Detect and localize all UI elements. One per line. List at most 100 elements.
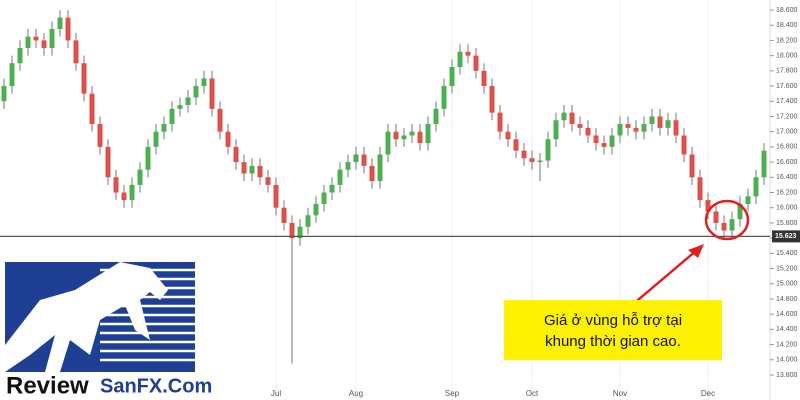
candle-body xyxy=(353,154,359,163)
candle-body xyxy=(185,97,191,106)
candle-body xyxy=(689,154,695,178)
y-tick-label: 17.400 xyxy=(776,98,798,105)
y-tick-label: 15.800 xyxy=(776,220,798,227)
candle-body xyxy=(41,40,47,49)
candle-body xyxy=(321,192,327,204)
candle-body xyxy=(465,51,471,56)
annotation-text: khung thời gian cao. xyxy=(545,333,681,350)
y-tick-label: 18.400 xyxy=(776,22,798,29)
candle-body xyxy=(537,160,543,163)
candle-body xyxy=(177,105,183,109)
candle-body xyxy=(449,67,455,87)
candle-body xyxy=(305,215,311,227)
y-tick-label: 15.200 xyxy=(776,265,798,272)
logo-brand: Review xyxy=(6,372,89,399)
candle-body xyxy=(729,219,735,231)
candle-body xyxy=(641,124,647,132)
y-tick-label: 14.400 xyxy=(776,326,798,333)
candle-body xyxy=(625,124,631,128)
candle-body xyxy=(617,124,623,136)
y-tick-label: 15.000 xyxy=(776,281,798,288)
candle-body xyxy=(753,177,759,197)
candle-body xyxy=(73,40,79,64)
candle-body xyxy=(577,124,583,128)
logo-bull xyxy=(5,262,168,372)
candle-body xyxy=(657,116,663,128)
y-tick-label: 16.600 xyxy=(776,159,798,166)
candle-body xyxy=(65,17,71,41)
candle-body xyxy=(257,165,263,178)
candle-body xyxy=(737,203,743,220)
candle-body xyxy=(569,112,575,125)
candle-body xyxy=(409,131,415,136)
candle-body xyxy=(377,154,383,182)
y-tick-label: 17.200 xyxy=(776,113,798,120)
candle-body xyxy=(105,146,111,178)
candle-body xyxy=(201,78,207,87)
candle-body xyxy=(561,112,567,121)
candle-body xyxy=(1,86,7,102)
annotation-text: Giá ở vùng hỗ trợ tại xyxy=(544,312,682,329)
arrow-head xyxy=(688,244,704,258)
candle-body xyxy=(417,131,423,144)
candle-body xyxy=(241,162,247,174)
candle-body xyxy=(761,150,767,178)
candle-body xyxy=(289,222,295,239)
candle-body xyxy=(457,51,463,68)
candle-body xyxy=(137,169,143,185)
y-tick-label: 17.000 xyxy=(776,129,798,136)
candle-body xyxy=(593,135,599,144)
arrow-line xyxy=(631,249,698,306)
candle-body xyxy=(553,120,559,140)
y-tick-label: 18.000 xyxy=(776,52,798,59)
logo: Review SanFX.Com xyxy=(5,262,212,399)
candle-body xyxy=(505,131,511,140)
candle-body xyxy=(481,70,487,87)
candle-body xyxy=(745,196,751,204)
y-tick-label: 14.600 xyxy=(776,311,798,318)
candle-body xyxy=(25,36,31,49)
y-tick-label: 17.600 xyxy=(776,83,798,90)
candle-body xyxy=(33,36,39,41)
candle-body xyxy=(545,139,551,161)
highlight-circle xyxy=(704,199,750,241)
y-tick-label: 16.200 xyxy=(776,189,798,196)
y-tick-label: 17.800 xyxy=(776,68,798,75)
candle-body xyxy=(265,177,271,185)
y-tick-label: 14.800 xyxy=(776,296,798,303)
candle-body xyxy=(129,184,135,201)
y-tick-label: 16.400 xyxy=(776,174,798,181)
candle-body xyxy=(17,48,23,64)
candle-body xyxy=(97,124,103,147)
y-tick-label: 16.800 xyxy=(776,144,798,151)
candle-body xyxy=(9,63,15,87)
candle-body xyxy=(121,192,127,201)
candle-body xyxy=(425,124,431,144)
candle-body xyxy=(609,135,615,147)
x-tick-label: Aug xyxy=(349,389,363,398)
candle-body xyxy=(497,112,503,132)
y-tick-label: 18.600 xyxy=(776,7,798,14)
candle-body xyxy=(393,131,399,140)
candle-body xyxy=(313,203,319,216)
candle-body xyxy=(345,162,351,170)
candle-body xyxy=(273,184,279,208)
candle-body xyxy=(361,154,367,166)
candle-body xyxy=(217,108,223,132)
candle-body xyxy=(113,177,119,193)
candle-body xyxy=(721,222,727,231)
candle-body xyxy=(521,150,527,159)
x-tick-label: Dec xyxy=(701,389,715,398)
y-tick-label: 13.800 xyxy=(776,372,798,379)
candle-body xyxy=(601,143,607,147)
candle-body xyxy=(473,55,479,71)
y-tick-label: 15.400 xyxy=(776,250,798,257)
candle-body xyxy=(225,131,231,147)
candle-body xyxy=(705,200,711,212)
candle-body xyxy=(441,86,447,109)
candle-body xyxy=(681,135,687,155)
candle-body xyxy=(585,127,591,136)
candle-body xyxy=(673,120,679,136)
candle-body xyxy=(281,207,287,223)
candle-body xyxy=(57,17,63,30)
